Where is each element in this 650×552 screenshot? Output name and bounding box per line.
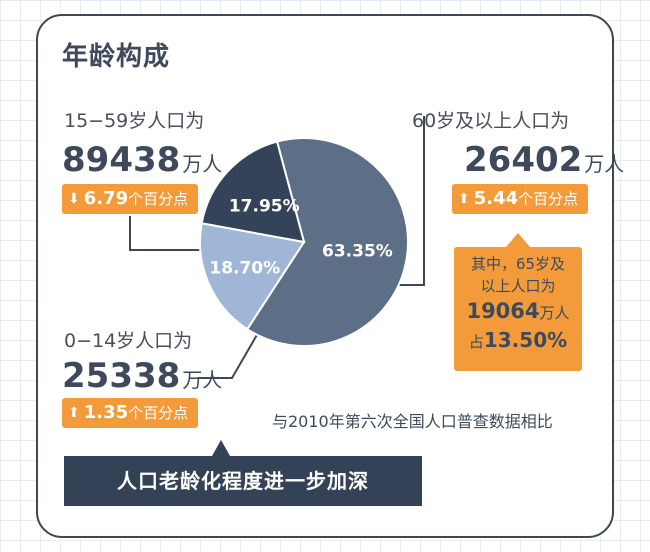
old-age-number: 26402 <box>464 140 583 180</box>
mid-age-change: 6.79 <box>83 188 129 209</box>
pie-slice-0-14 <box>200 140 306 244</box>
leader-line-mid <box>129 216 205 251</box>
young-age-value: 25338 万人 <box>62 356 222 396</box>
arrow-down-icon: ⬇ <box>68 191 80 207</box>
page-title: 年龄构成 <box>62 42 171 72</box>
arrow-up-icon: ⬆ <box>458 191 470 207</box>
old-age-label: 60岁及以上人口为 <box>412 110 570 132</box>
callout-percent: 13.50% <box>483 328 568 352</box>
young-age-unit: 万人 <box>182 368 223 392</box>
young-age-number: 25338 <box>62 356 181 396</box>
mid-age-number: 89438 <box>62 140 181 180</box>
leader-line-old <box>398 116 425 286</box>
young-age-change: 1.35 <box>83 402 129 423</box>
young-age-label: 0−14岁人口为 <box>64 330 193 352</box>
pie-label-0-14: 17.95% <box>229 196 300 216</box>
callout-unit: 万人 <box>539 304 570 322</box>
mid-age-change-suffix: 个百分点 <box>128 190 189 208</box>
callout-number: 19064 <box>466 299 540 323</box>
callout-value: 19064万人 <box>454 297 582 327</box>
callout-line-1: 其中，65岁及 <box>470 255 566 273</box>
callout-share: 占13.50% <box>454 327 582 355</box>
pie-label-60-plus: 18.70% <box>209 258 280 278</box>
old-age-value: 26402 万人 <box>464 140 624 180</box>
mid-age-value: 89438 万人 <box>62 140 222 180</box>
young-age-change-badge: ⬆ 1.35个百分点 <box>62 398 199 428</box>
old-age-unit: 万人 <box>584 152 625 176</box>
pie-label-15-59: 63.35% <box>322 241 393 261</box>
callout-line-2: 以上人口为 <box>480 277 556 295</box>
leader-line-young <box>198 332 259 379</box>
mid-age-unit: 万人 <box>182 152 223 176</box>
banner-pointer <box>212 440 230 456</box>
pie-slice-60-plus <box>199 222 306 331</box>
young-age-change-suffix: 个百分点 <box>128 404 189 422</box>
arrow-up-icon: ⬆ <box>68 405 80 421</box>
mid-age-change-badge: ⬇ 6.79个百分点 <box>62 184 199 214</box>
age65-callout: 其中，65岁及 以上人口为 19064万人 占13.50% <box>454 247 582 371</box>
pie-slice-15-59 <box>245 137 409 347</box>
callout-prefix: 占 <box>468 333 484 351</box>
aging-banner: 人口老龄化程度进一步加深 <box>64 456 422 506</box>
comparison-note: 与2010年第六次全国人口普查数据相比 <box>272 412 553 431</box>
old-age-change-badge: ⬆ 5.44个百分点 <box>452 184 589 214</box>
callout-pointer <box>506 233 530 247</box>
old-age-change: 5.44 <box>473 188 519 209</box>
age-pie-chart: 63.35% 18.70% 17.95% <box>199 137 409 347</box>
old-age-change-suffix: 个百分点 <box>518 190 579 208</box>
mid-age-label: 15−59岁人口为 <box>64 110 205 132</box>
